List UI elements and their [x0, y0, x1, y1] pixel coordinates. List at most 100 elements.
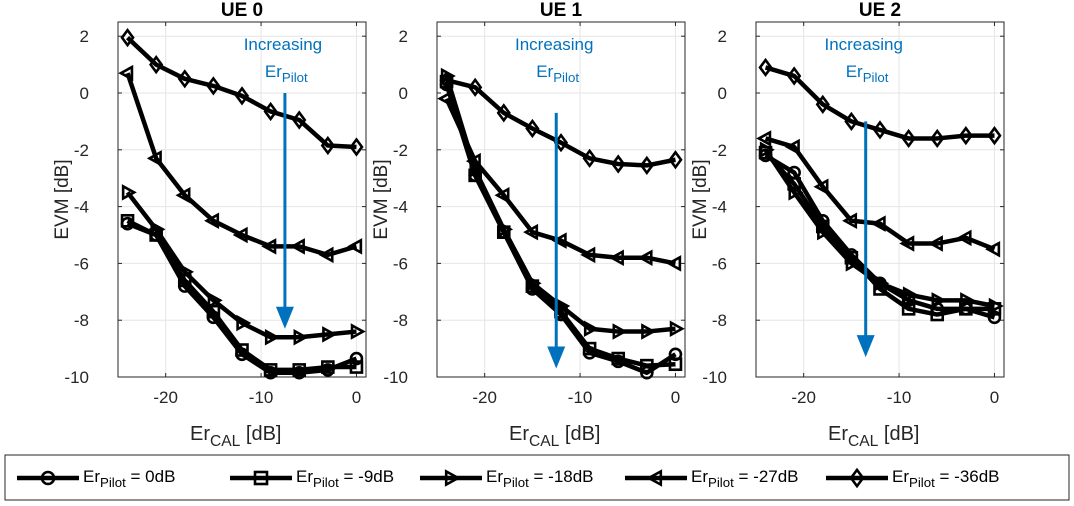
data-point — [149, 54, 164, 75]
y-tick-label: -2 — [712, 141, 727, 160]
y-axis-label: EVM [dB] — [690, 159, 711, 239]
data-point — [817, 223, 833, 241]
x-tick-label: -20 — [153, 388, 178, 407]
data-point — [611, 351, 626, 366]
legend-label: ErPilot = -27dB — [691, 467, 799, 490]
y-tick-label: -6 — [74, 254, 89, 273]
data-point — [666, 255, 682, 272]
data-point — [956, 229, 972, 247]
annotation-subtext: ErPilot — [265, 62, 308, 85]
data-point — [582, 341, 597, 356]
annotation-arrow-head — [547, 346, 566, 369]
data-point — [844, 111, 859, 132]
series-4 — [758, 57, 1002, 149]
data-point — [175, 186, 191, 204]
chart-panel-1: -20 -10 0 2 0 -2 -4 -6 -8 -10 UE 1 EVM [dB] ErCAL [d… — [371, 0, 686, 450]
data-point — [496, 103, 511, 123]
annotation-text: Increasing — [244, 35, 322, 54]
data-point — [988, 297, 1004, 315]
annotation-subtext: ErPilot — [846, 62, 889, 85]
data-point — [930, 307, 945, 322]
data-point — [236, 314, 252, 332]
series-3 — [756, 130, 1001, 258]
series-line — [444, 97, 676, 266]
data-point — [349, 137, 364, 157]
y-tick-label: -6 — [712, 254, 727, 273]
data-point — [263, 363, 278, 377]
legend-marker — [444, 469, 461, 487]
legend-item-0: ErPilot = 0dB — [17, 467, 175, 490]
axes-box — [117, 21, 367, 378]
data-point — [292, 363, 307, 377]
legend-label: ErPilot = -9dB — [296, 467, 394, 490]
y-tick-label: -2 — [74, 141, 89, 160]
x-axis-label: ErCAL [dB] — [509, 423, 600, 450]
data-point — [668, 150, 683, 170]
y-tick-label: -10 — [64, 368, 89, 387]
series-line — [444, 80, 676, 368]
y-tick-label: 0 — [80, 84, 89, 103]
y-tick-label: -6 — [393, 254, 408, 273]
legend-marker — [40, 470, 56, 486]
data-point — [261, 238, 277, 255]
data-point — [320, 135, 335, 156]
series-line — [445, 78, 676, 168]
data-point — [759, 141, 775, 159]
x-tick-label: -10 — [568, 388, 593, 407]
data-point — [525, 118, 540, 139]
data-point — [498, 221, 514, 238]
data-point — [318, 246, 334, 264]
data-point — [120, 214, 135, 228]
data-point — [668, 357, 683, 372]
data-point — [146, 150, 162, 167]
data-point — [842, 212, 858, 230]
data-point — [349, 351, 364, 366]
series-3 — [118, 64, 363, 264]
series-line — [444, 75, 676, 334]
data-point — [756, 130, 772, 147]
chart-title: UE 0 — [221, 0, 263, 21]
data-point — [583, 320, 599, 337]
data-point — [787, 66, 802, 86]
legend-label: ErPilot = -36dB — [892, 467, 1000, 490]
data-point — [349, 360, 364, 374]
data-point — [322, 326, 338, 343]
y-axis-label: EVM [dB] — [371, 159, 392, 239]
data-point — [874, 275, 890, 292]
data-point — [611, 154, 626, 174]
data-point — [523, 223, 539, 241]
series-2 — [759, 141, 1004, 315]
chart-title: UE 2 — [859, 0, 901, 21]
data-point — [612, 323, 628, 340]
data-point — [641, 323, 657, 340]
data-point — [264, 328, 280, 346]
series-4 — [120, 28, 364, 157]
x-axis-label: ErCAL [dB] — [190, 423, 281, 450]
y-tick-label: -2 — [393, 141, 408, 160]
x-tick-label: 0 — [990, 388, 999, 407]
x-tick-label: 0 — [671, 388, 680, 407]
y-tick-label: -8 — [74, 311, 89, 330]
data-point — [758, 57, 773, 78]
legend-label: ErPilot = -18dB — [486, 467, 594, 490]
legend-marker — [253, 470, 269, 486]
data-point — [901, 128, 916, 149]
data-point — [206, 304, 221, 319]
data-point — [179, 263, 195, 281]
y-tick-label: 0 — [399, 84, 408, 103]
y-tick-label: -10 — [383, 368, 408, 387]
data-point — [639, 155, 654, 176]
data-point — [177, 69, 192, 89]
series-line — [126, 218, 357, 373]
y-tick-label: 2 — [80, 27, 89, 46]
data-point — [347, 238, 363, 255]
annotation-arrow-head — [856, 335, 875, 358]
series-line — [125, 35, 357, 150]
data-point — [118, 64, 134, 82]
y-tick-label: -8 — [712, 311, 727, 330]
legend-marker — [646, 469, 663, 487]
x-tick-label: 0 — [352, 388, 361, 407]
data-point — [120, 28, 135, 48]
data-point — [232, 226, 248, 244]
series-2 — [121, 184, 366, 346]
